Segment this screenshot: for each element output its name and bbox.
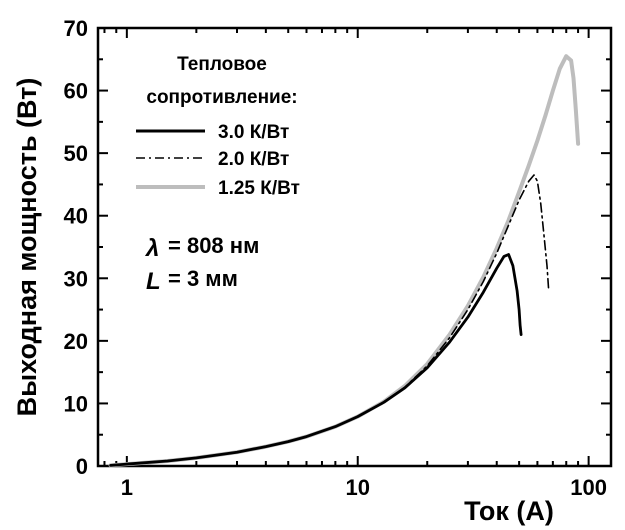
y-tick-label: 20 — [64, 329, 88, 354]
x-tick-label: 1 — [121, 475, 133, 500]
length-value: = 3 мм — [168, 266, 238, 291]
series-lines — [108, 54, 581, 468]
lambda-value: = 808 нм — [168, 233, 259, 258]
tick-labels: 0 10 20 30 40 50 60 70 1 10 100 — [64, 16, 607, 500]
length-symbol: L — [146, 268, 161, 295]
series-line-2 — [109, 174, 550, 467]
y-tick-label: 0 — [76, 454, 88, 479]
y-tick-label: 40 — [64, 204, 88, 229]
legend-label-series-1: 3.0 К/Вт — [218, 122, 289, 143]
tick-marks — [98, 27, 611, 467]
series-line-1 — [109, 253, 523, 467]
legend-title-line-1: Тепловое — [177, 54, 267, 75]
lambda-symbol: λ — [144, 235, 159, 262]
y-tick-label: 30 — [64, 266, 88, 291]
x-tick-label: 10 — [345, 475, 369, 500]
y-axis-title: Выходная мощность (Вт) — [12, 78, 42, 417]
y-tick-label: 70 — [64, 16, 88, 41]
legend-title-line-2: сопротивление: — [146, 87, 297, 108]
legend-label-series-2: 2.0 К/Вт — [218, 149, 289, 170]
y-tick-label: 50 — [64, 141, 88, 166]
x-tick-label: 100 — [570, 475, 607, 500]
series-line-3 — [108, 54, 581, 468]
y-tick-label: 60 — [64, 79, 88, 104]
x-axis-title: Ток (А) — [464, 496, 554, 526]
legend: Тепловое сопротивление: 3.0 К/Вт 2.0 К/В… — [136, 54, 300, 199]
y-tick-label: 10 — [64, 391, 88, 416]
legend-label-series-3: 1.25 К/Вт — [218, 178, 300, 199]
annotations: λ = 808 нм L = 3 мм — [144, 233, 259, 295]
